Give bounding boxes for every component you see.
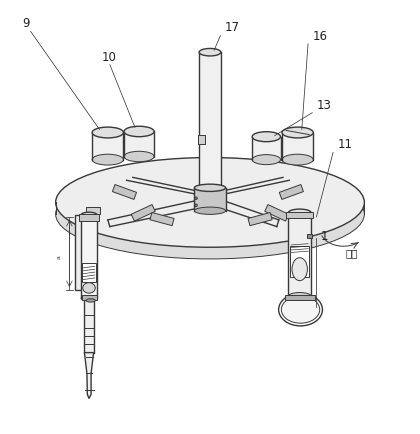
Ellipse shape [124, 126, 154, 137]
Text: 17: 17 [225, 21, 239, 34]
Bar [282, 132, 313, 160]
Ellipse shape [194, 207, 226, 214]
Bar [285, 295, 315, 299]
Ellipse shape [252, 155, 281, 164]
Ellipse shape [83, 283, 95, 293]
Ellipse shape [199, 199, 221, 206]
Polygon shape [265, 204, 289, 221]
Polygon shape [131, 204, 155, 221]
Ellipse shape [252, 132, 281, 141]
Ellipse shape [81, 296, 97, 301]
Bar [199, 52, 221, 202]
Bar [288, 213, 311, 296]
Polygon shape [113, 184, 136, 199]
Ellipse shape [86, 299, 95, 302]
Text: 13: 13 [316, 99, 331, 112]
Bar [198, 135, 205, 144]
Ellipse shape [282, 127, 313, 138]
Polygon shape [84, 352, 94, 398]
Text: 10: 10 [102, 50, 116, 63]
Ellipse shape [81, 212, 97, 217]
Ellipse shape [288, 209, 311, 217]
Bar [86, 207, 100, 214]
Bar [252, 137, 281, 160]
Polygon shape [150, 213, 174, 226]
Text: 旋转: 旋转 [346, 249, 358, 259]
Ellipse shape [288, 293, 311, 300]
Ellipse shape [55, 169, 365, 259]
Text: 16: 16 [312, 30, 327, 43]
Ellipse shape [194, 184, 226, 191]
Bar [124, 132, 154, 157]
Polygon shape [279, 184, 303, 199]
Bar [75, 215, 85, 290]
Bar [79, 214, 99, 221]
Polygon shape [248, 213, 272, 226]
Bar [290, 246, 309, 277]
Ellipse shape [199, 49, 221, 56]
Ellipse shape [281, 296, 320, 323]
Ellipse shape [124, 151, 154, 162]
Ellipse shape [195, 204, 197, 207]
Bar [307, 233, 312, 238]
Ellipse shape [92, 154, 123, 165]
Ellipse shape [292, 258, 307, 281]
Ellipse shape [92, 127, 123, 138]
Ellipse shape [195, 197, 197, 200]
Text: 9: 9 [22, 17, 30, 30]
Ellipse shape [282, 154, 313, 165]
Bar [194, 188, 226, 211]
Bar [82, 296, 97, 300]
Ellipse shape [55, 158, 365, 247]
Bar [92, 132, 123, 160]
Text: a: a [57, 255, 62, 259]
Text: 1: 1 [320, 230, 328, 243]
Text: 11: 11 [337, 138, 352, 151]
Bar [82, 263, 96, 282]
Bar [84, 298, 94, 352]
Ellipse shape [84, 297, 94, 300]
Bar [81, 215, 97, 298]
Bar [286, 212, 313, 218]
